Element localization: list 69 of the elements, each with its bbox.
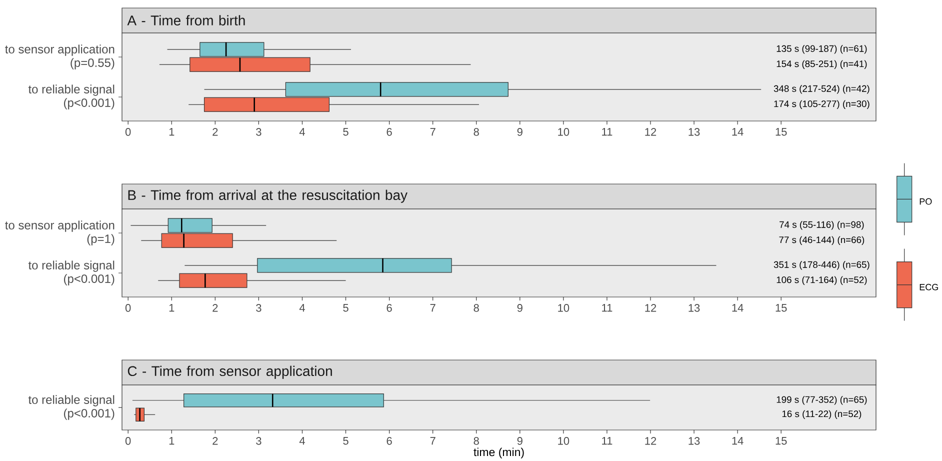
x-tick-label: 0 bbox=[125, 304, 131, 312]
text: 351 s (178-446) (n=65) bbox=[774, 261, 870, 270]
chart-title: C - Time from sensor application bbox=[128, 366, 332, 379]
x-tick-label: 15 bbox=[776, 437, 787, 445]
y-tick-label: to reliable signal (p<0.001) bbox=[28, 395, 114, 420]
x-tick-label: 3 bbox=[256, 128, 262, 136]
text: 199 s (77-352) (n=65) bbox=[776, 396, 867, 405]
chart-title: B - Time from arrival at the resuscitation bay bbox=[128, 190, 408, 203]
x-tick-label: 9 bbox=[517, 437, 522, 445]
x-tick-label: 12 bbox=[645, 437, 656, 445]
text: 174 s (105-277) (n=30) bbox=[774, 100, 870, 109]
x-tick-label: 10 bbox=[558, 437, 570, 445]
x-tick-label: 5 bbox=[343, 437, 348, 445]
x-tick-label: 2 bbox=[212, 304, 218, 312]
x-axis-title: time (min) bbox=[474, 448, 524, 458]
x-tick-label: 14 bbox=[732, 437, 744, 445]
x-tick-label: 8 bbox=[474, 437, 479, 445]
y-tick-label: to sensor application (p=1) bbox=[5, 220, 114, 246]
x-tick-label: 14 bbox=[732, 128, 744, 136]
x-tick-label: 9 bbox=[517, 304, 522, 312]
x-tick-label: 5 bbox=[343, 128, 348, 136]
y-tick-label: to reliable signal (p<0.001) bbox=[28, 260, 114, 286]
x-tick-label: 12 bbox=[645, 128, 656, 136]
x-tick-label: 6 bbox=[386, 437, 392, 445]
text: 77 s (46-144) (n=66) bbox=[779, 236, 864, 245]
x-tick-label: 13 bbox=[688, 304, 700, 312]
x-tick-label: 11 bbox=[602, 304, 612, 312]
x-tick-label: 13 bbox=[688, 128, 700, 136]
x-tick-label: 7 bbox=[430, 437, 436, 445]
x-tick-label: 10 bbox=[558, 304, 570, 312]
x-tick-label: 3 bbox=[256, 437, 262, 445]
y-tick-label: to sensor application (p=0.55) bbox=[5, 44, 114, 70]
legend-label: ECG bbox=[920, 284, 938, 290]
x-tick-label: 0 bbox=[125, 128, 131, 136]
x-tick-label: 15 bbox=[776, 304, 787, 312]
x-tick-label: 1 bbox=[169, 304, 174, 312]
text: 106 s (71-164) (n=52) bbox=[776, 276, 867, 285]
text: 16 s (11-22) (n=52) bbox=[782, 410, 862, 420]
x-tick-label: 3 bbox=[256, 304, 262, 312]
x-tick-label: 8 bbox=[474, 304, 479, 312]
x-tick-label: 13 bbox=[688, 437, 700, 445]
x-tick-label: 0 bbox=[125, 437, 131, 445]
legend-label: PO bbox=[920, 198, 932, 205]
x-tick-label: 11 bbox=[602, 128, 612, 136]
x-tick-label: 10 bbox=[558, 128, 570, 136]
x-tick-label: 7 bbox=[430, 128, 436, 136]
x-tick-label: 15 bbox=[776, 128, 787, 136]
text: 74 s (55-116) (n=98) bbox=[780, 221, 864, 230]
text: 135 s (99-187) (n=61) bbox=[776, 45, 867, 54]
x-tick-label: 8 bbox=[474, 128, 479, 136]
x-tick-label: 1 bbox=[169, 437, 174, 445]
x-tick-label: 6 bbox=[386, 128, 392, 136]
x-tick-label: 2 bbox=[212, 128, 218, 136]
x-tick-label: 4 bbox=[299, 304, 305, 312]
x-tick-label: 6 bbox=[386, 304, 392, 312]
chart-title: A - Time from birth bbox=[127, 15, 245, 26]
x-tick-label: 2 bbox=[212, 437, 218, 445]
x-tick-label: 11 bbox=[602, 437, 612, 445]
text: 348 s (217-524) (n=42) bbox=[774, 85, 870, 94]
text: 154 s (85-251) (n=41) bbox=[776, 60, 867, 69]
y-tick-label: to reliable signal (p<0.001) bbox=[28, 84, 114, 110]
x-tick-label: 4 bbox=[299, 437, 305, 445]
x-tick-label: 4 bbox=[299, 128, 305, 136]
x-tick-label: 14 bbox=[732, 304, 744, 312]
x-tick-label: 1 bbox=[169, 128, 174, 136]
x-tick-label: 5 bbox=[343, 304, 348, 312]
x-tick-label: 7 bbox=[430, 304, 436, 312]
x-tick-label: 9 bbox=[517, 128, 522, 136]
x-tick-label: 12 bbox=[645, 304, 656, 312]
